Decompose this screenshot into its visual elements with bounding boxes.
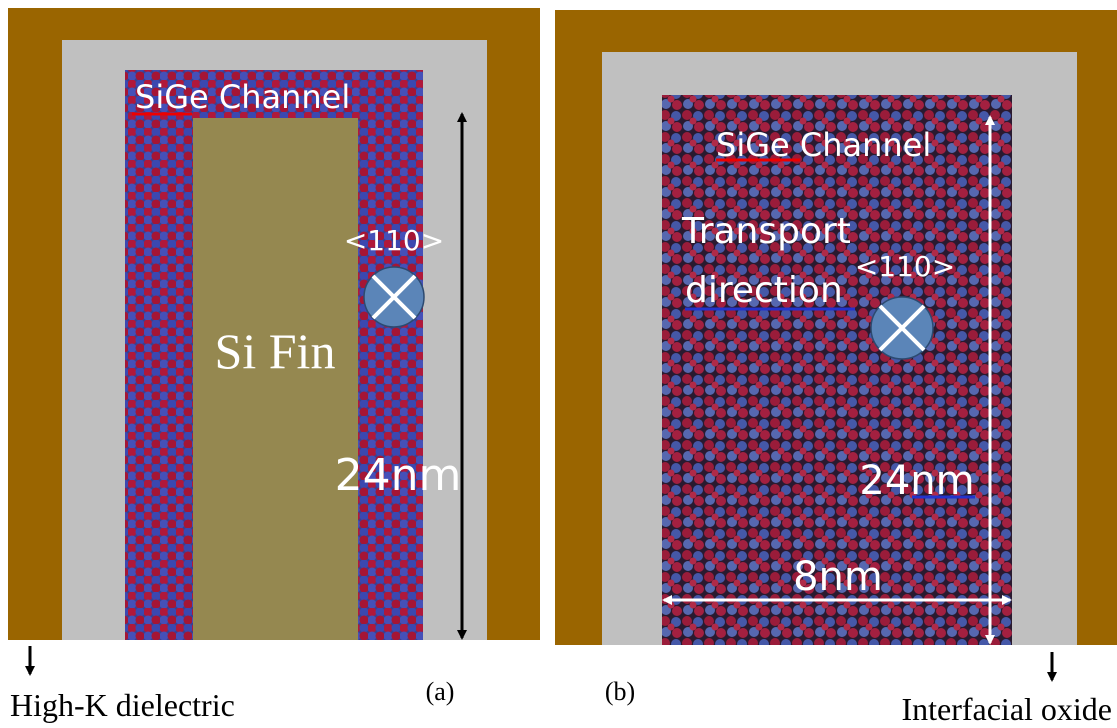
dielectric-label: High-K dielectric: [10, 687, 235, 723]
channel-label: SiGe Channel: [135, 78, 350, 116]
panel-b: SiGe Channel Transport direction <110> 2…: [555, 10, 1117, 727]
direction-symbol: [364, 267, 424, 327]
direction-label: <110>: [344, 224, 444, 257]
caption: (a): [426, 677, 455, 706]
panel-a: SiGe Channel <110> Si Fin 24nm High-K di…: [8, 8, 540, 723]
width-label: 8nm: [793, 554, 883, 600]
caption: (b): [605, 677, 635, 706]
figure: SiGe Channel <110> Si Fin 24nm High-K di…: [0, 0, 1117, 728]
fin-label: Si Fin: [215, 323, 336, 379]
transport-label: direction: [685, 270, 843, 311]
direction-symbol: [871, 297, 933, 359]
height-label: 24nm: [335, 450, 462, 501]
direction-label: <110>: [855, 250, 955, 283]
oxide-label: Interfacial oxide: [901, 691, 1112, 727]
channel-label: SiGe Channel: [716, 126, 931, 164]
si-fin: [193, 118, 358, 640]
transport-label: Transport: [681, 211, 851, 252]
